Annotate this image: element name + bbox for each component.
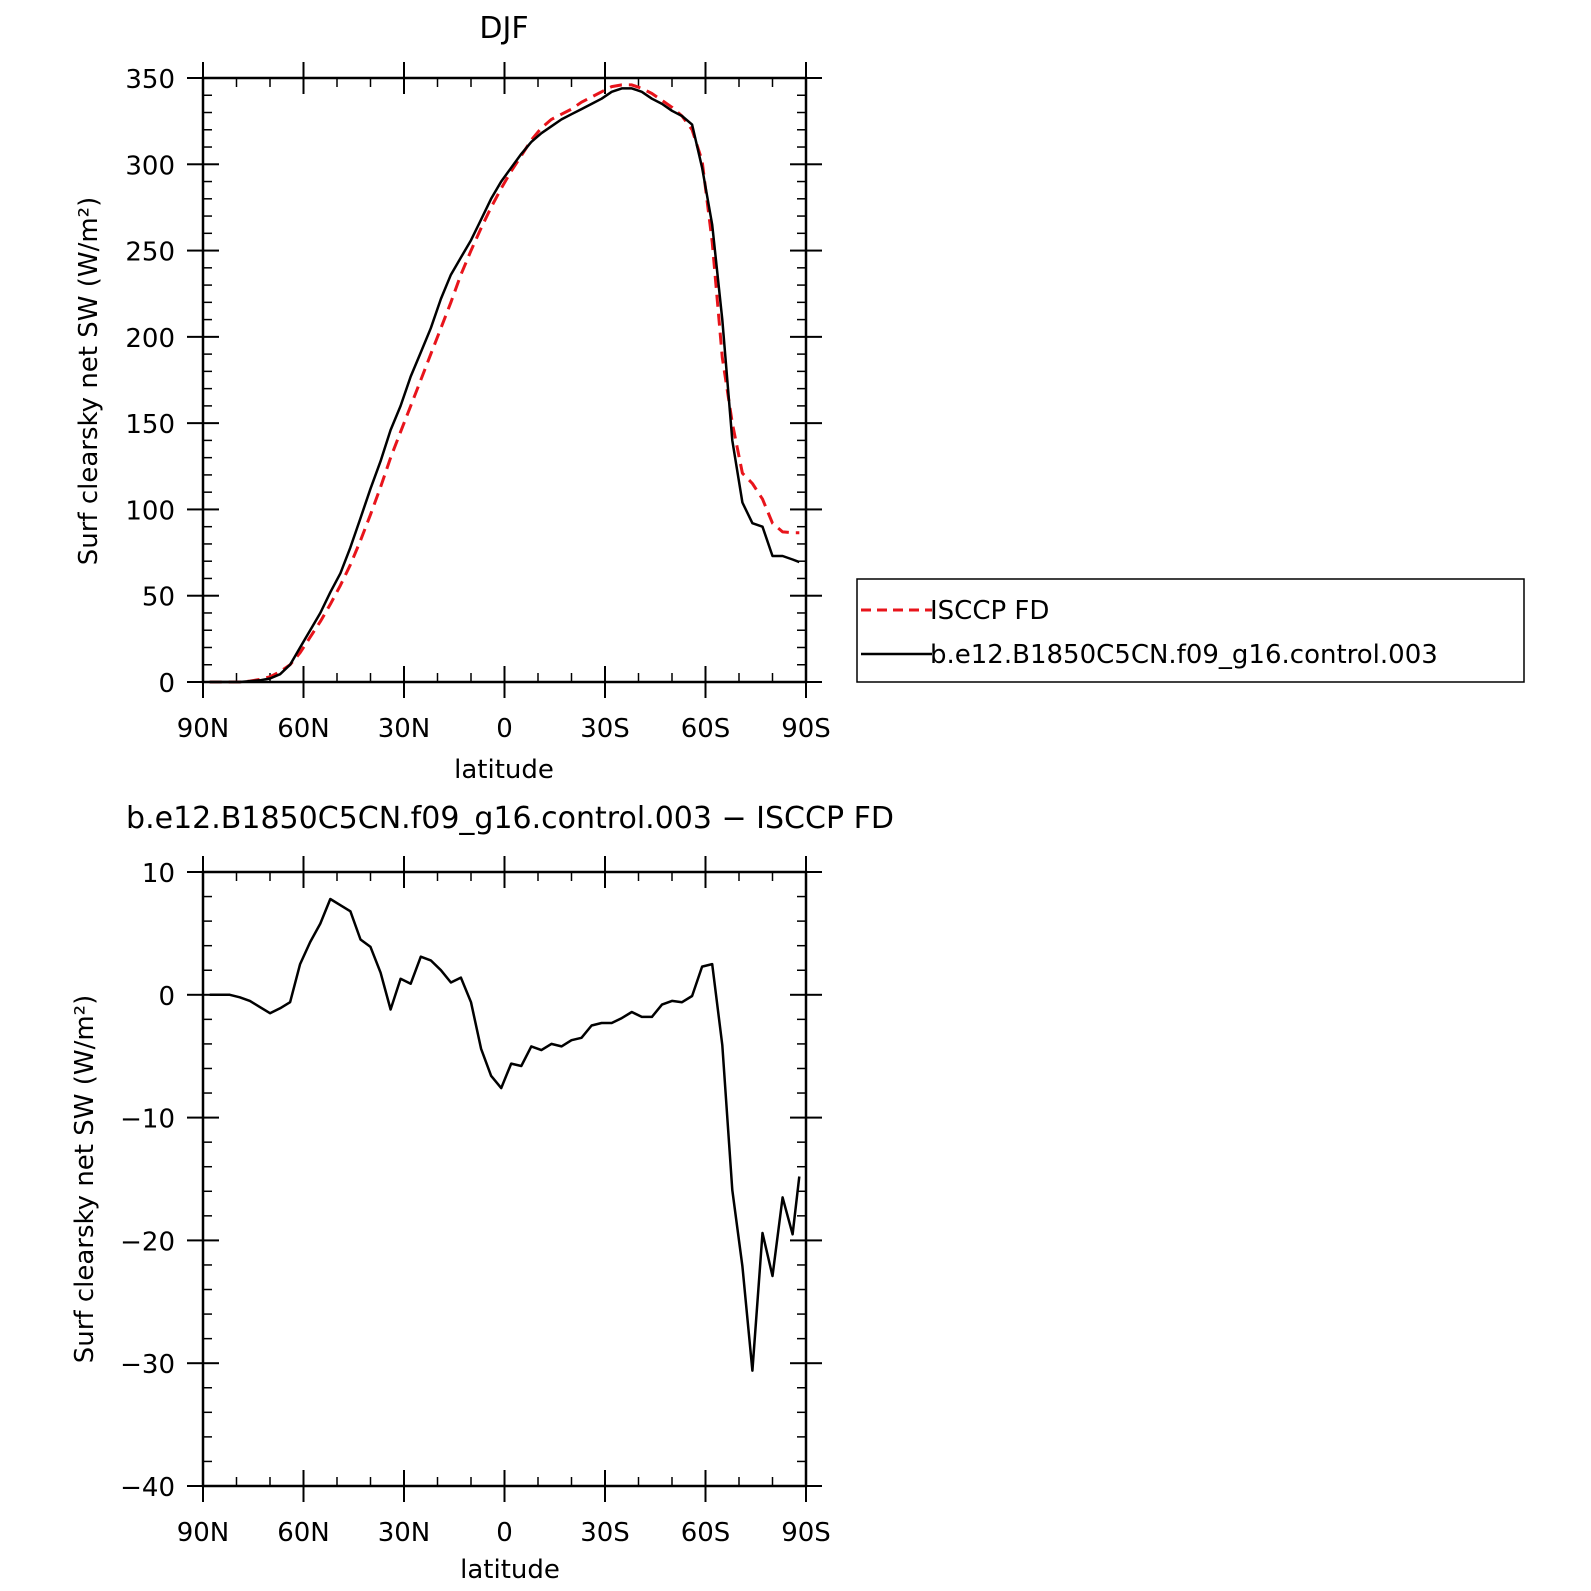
bottom-x-axis-title: latitude	[460, 1555, 560, 1585]
x-tick-label: 90N	[177, 714, 230, 744]
x-tick-label: 90S	[781, 714, 831, 744]
top-series-line-model	[209, 87, 800, 684]
y-tick-label: −10	[120, 1105, 175, 1135]
legend-isccp-label: ISCCP FD	[930, 596, 1049, 626]
bottom-series-line-difference	[209, 897, 801, 1372]
x-tick-label: 60N	[277, 714, 330, 744]
bottom-chart-title: b.e12.B1850C5CN.f09_g16.control.003 − IS…	[126, 801, 894, 836]
y-tick-label: 350	[125, 65, 175, 95]
y-tick-label: −20	[120, 1227, 175, 1257]
bottom-y-tick-labels: 10 0 −10 −20 −30 −40	[120, 859, 175, 1503]
y-tick-label: 150	[125, 410, 175, 440]
x-tick-label: 0	[496, 1518, 513, 1548]
x-tick-label: 60S	[681, 1518, 731, 1548]
bottom-chart-panel: b.e12.B1850C5CN.f09_g16.control.003 − IS…	[70, 801, 894, 1585]
y-tick-label: 300	[125, 151, 175, 181]
bottom-plot-frame	[201, 870, 808, 1488]
bottom-x-tick-labels: 90N 60N 30N 0 30S 60S 90S	[177, 1518, 831, 1548]
top-x-axis-title: latitude	[454, 755, 554, 785]
legend-model-label: b.e12.B1850C5CN.f09_g16.control.003	[930, 640, 1438, 670]
x-tick-label: 30S	[580, 714, 630, 744]
x-tick-label: 90S	[781, 1518, 831, 1548]
bottom-major-ticks	[187, 856, 822, 1502]
x-tick-label: 30N	[378, 714, 431, 744]
top-x-tick-labels: 90N 60N 30N 0 30S 60S 90S	[177, 714, 831, 744]
top-chart-title: DJF	[479, 11, 528, 46]
y-tick-label: 10	[142, 859, 175, 889]
y-tick-label: −40	[120, 1473, 175, 1503]
top-minor-ticks	[203, 78, 806, 682]
top-series-lines	[209, 83, 800, 684]
y-tick-label: 100	[125, 496, 175, 526]
legend-box	[856, 578, 1525, 683]
y-tick-label: −30	[120, 1350, 175, 1380]
legend: ISCCP FD b.e12.B1850C5CN.f09_g16.control…	[856, 578, 1525, 683]
y-tick-label: 50	[142, 583, 175, 613]
x-tick-label: 60S	[681, 714, 731, 744]
x-tick-label: 0	[496, 714, 513, 744]
bottom-series-lines	[209, 897, 801, 1372]
x-tick-label: 30N	[378, 1518, 431, 1548]
bottom-minor-ticks	[203, 872, 806, 1486]
y-tick-label: 0	[158, 982, 175, 1012]
x-tick-label: 60N	[277, 1518, 330, 1548]
top-series-line-isccp-fd	[209, 83, 800, 684]
top-y-tick-labels: 0 50 100 150 200 250 300 350	[125, 65, 175, 699]
y-tick-label: 200	[125, 324, 175, 354]
y-tick-label: 250	[125, 238, 175, 268]
bottom-y-axis-title: Surf clearsky net SW (W/m²)	[70, 995, 100, 1363]
y-tick-label: 0	[158, 669, 175, 699]
x-tick-label: 90N	[177, 1518, 230, 1548]
x-tick-label: 30S	[580, 1518, 630, 1548]
top-chart-panel: DJF 0 50 100 150 200 250 300 350 90N 60N 30N 0 30S 6…	[74, 11, 831, 785]
top-plot-frame	[201, 76, 808, 684]
top-y-axis-title: Surf clearsky net SW (W/m²)	[74, 197, 104, 565]
